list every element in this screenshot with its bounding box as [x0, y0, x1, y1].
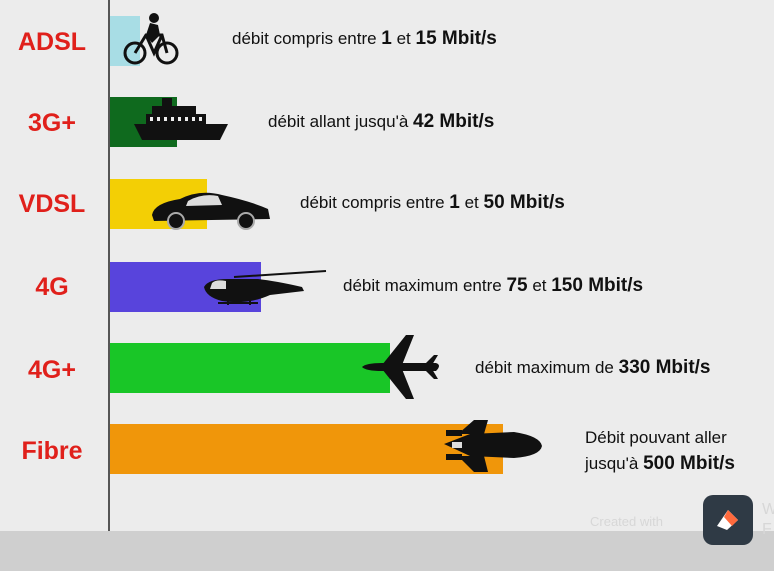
y-axis-line — [108, 0, 110, 531]
watermark-fragment: W F — [762, 501, 774, 538]
bicycle-icon — [123, 13, 179, 65]
desc-number: 500 Mbit/s — [643, 453, 735, 474]
category-label: ADSL — [17, 28, 87, 56]
filmora-logo — [703, 495, 753, 545]
bar-4g- — [110, 343, 390, 393]
desc-text: et — [527, 276, 552, 295]
speed-description: débit maximum entre 75 et 150 Mbit/s — [343, 276, 643, 296]
helicopter-icon — [204, 270, 327, 305]
desc-text: débit allant jusqu'à — [268, 112, 414, 131]
desc-text: débit maximum entre — [343, 276, 507, 295]
speed-description: débit compris entre 1 et 15 Mbit/s — [232, 29, 497, 49]
bars-layer — [110, 13, 542, 474]
desc-number: 330 Mbit/s — [618, 357, 711, 378]
desc-text: débit compris entre — [232, 29, 382, 48]
speed-description: débit compris entre 1 et 50 Mbit/s — [300, 193, 565, 213]
desc-text: Débit pouvant aller jusqu'à — [585, 428, 727, 473]
car-icon — [152, 192, 270, 230]
desc-text: et — [391, 29, 416, 48]
space-shuttle-icon — [444, 420, 542, 472]
bar-fibre — [110, 424, 503, 474]
category-label: 4G — [35, 273, 69, 301]
desc-number: 150 Mbit/s — [551, 275, 644, 296]
category-label: 4G+ — [28, 356, 76, 384]
bottom-strip — [0, 531, 774, 571]
watermark-text: Created with — [590, 514, 663, 529]
ship-icon — [134, 98, 228, 140]
category-label: VDSL — [18, 190, 86, 218]
speed-description: débit maximum de 330 Mbit/s — [475, 358, 711, 378]
desc-text: débit compris entre — [300, 193, 450, 212]
desc-number: 75 — [506, 275, 528, 296]
speed-description: débit allant jusqu'à 42 Mbit/s — [268, 112, 494, 132]
desc-number: 1 — [381, 28, 392, 49]
desc-text: et — [459, 193, 484, 212]
desc-number: 42 Mbit/s — [413, 111, 495, 132]
desc-text: débit maximum de — [475, 358, 619, 377]
airplane-icon — [362, 335, 439, 399]
desc-number: 1 — [449, 192, 460, 213]
speed-description: Débit pouvant aller jusqu'à 500 Mbit/s — [585, 425, 774, 477]
desc-number: 15 Mbit/s — [415, 28, 497, 49]
category-label: 3G+ — [28, 109, 76, 137]
desc-number: 50 Mbit/s — [483, 192, 565, 213]
category-label: Fibre — [21, 437, 83, 465]
